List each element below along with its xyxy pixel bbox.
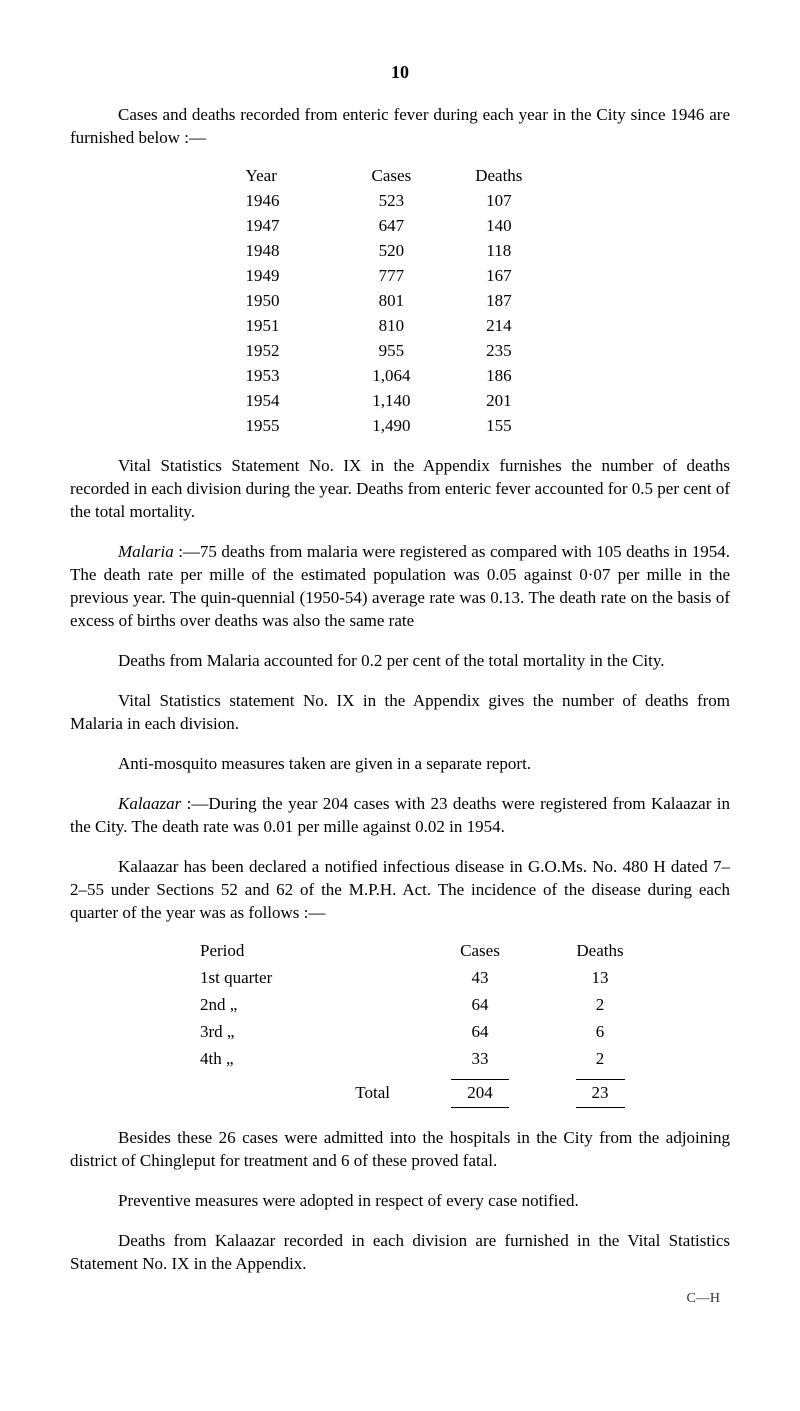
table-row: 19531,064186 (246, 364, 555, 389)
table-row: 1946523107 (246, 189, 555, 214)
table-row: 1950801187 (246, 289, 555, 314)
signature-mark: C—H (70, 1290, 730, 1309)
table-row: 1951810214 (246, 314, 555, 339)
table-row: 4th „332 (200, 1046, 660, 1073)
kalaazar-notified-paragraph: Kalaazar has been declared a notified in… (70, 856, 730, 925)
vital-statistics-paragraph: Vital Statistics Statement No. IX in the… (70, 455, 730, 524)
total-deaths: 23 (576, 1079, 625, 1108)
col-cases: Cases (340, 164, 444, 189)
preventive-paragraph: Preventive measures were adopted in resp… (70, 1190, 730, 1213)
page-number: 10 (70, 60, 730, 84)
col-deaths: Deaths (443, 164, 554, 189)
kalaazar-paragraph: Kalaazar :—During the year 204 cases wit… (70, 793, 730, 839)
kalaazar-label: Kalaazar (118, 794, 181, 813)
table-row: 19551,490155 (246, 414, 555, 439)
table-header-row: Period Cases Deaths (200, 938, 660, 965)
col-deaths: Deaths (540, 938, 660, 965)
malaria-label: Malaria (118, 542, 174, 561)
malaria-paragraph: Malaria :—75 deaths from malaria were re… (70, 541, 730, 633)
besides-paragraph: Besides these 26 cases were admitted int… (70, 1127, 730, 1173)
vital-malaria-paragraph: Vital Statistics statement No. IX in the… (70, 690, 730, 736)
col-period: Period (200, 938, 420, 965)
table-row: 3rd „646 (200, 1019, 660, 1046)
quarter-table: Period Cases Deaths 1st quarter4313 2nd … (200, 938, 660, 1110)
table-row: 1948520118 (246, 239, 555, 264)
table-row: 2nd „642 (200, 992, 660, 1019)
table-header-row: Year Cases Deaths (246, 164, 555, 189)
enteric-fever-table: Year Cases Deaths 1946523107 1947647140 … (246, 164, 555, 438)
table-row: 1947647140 (246, 214, 555, 239)
table-row: 1952955235 (246, 339, 555, 364)
total-label: Total (200, 1073, 420, 1110)
intro-paragraph: Cases and deaths recorded from enteric f… (70, 104, 730, 150)
total-cases: 204 (451, 1079, 509, 1108)
col-cases: Cases (420, 938, 540, 965)
deaths-kalaazar-paragraph: Deaths from Kalaazar recorded in each di… (70, 1230, 730, 1276)
table-row: 19541,140201 (246, 389, 555, 414)
table-row: 1st quarter4313 (200, 965, 660, 992)
total-row: Total 204 23 (200, 1073, 660, 1110)
malaria-deaths-paragraph: Deaths from Malaria accounted for 0.2 pe… (70, 650, 730, 673)
col-year: Year (246, 164, 340, 189)
antimosquito-paragraph: Anti-mosquito measures taken are given i… (70, 753, 730, 776)
table-row: 1949777167 (246, 264, 555, 289)
